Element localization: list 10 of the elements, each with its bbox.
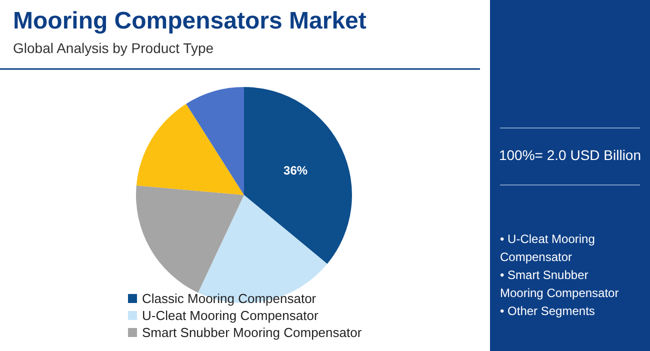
chart-subtitle: Global Analysis by Product Type xyxy=(13,40,214,56)
legend-label: Smart Snubber Mooring Compensator xyxy=(142,325,362,340)
legend-label: Classic Mooring Compensator xyxy=(142,291,317,306)
chart-title: Mooring Compensators Market xyxy=(13,8,366,34)
legend-label: U-Cleat Mooring Compensator xyxy=(142,308,319,323)
text: • Smart Snubber Mooring Compensator xyxy=(500,268,619,300)
data-label: 36% xyxy=(284,164,308,178)
text: • U-Cleat Mooring Compensator xyxy=(500,232,598,264)
text: • Other Segments xyxy=(500,304,595,318)
text: 100%= 2.0 USD Billion xyxy=(498,147,642,163)
